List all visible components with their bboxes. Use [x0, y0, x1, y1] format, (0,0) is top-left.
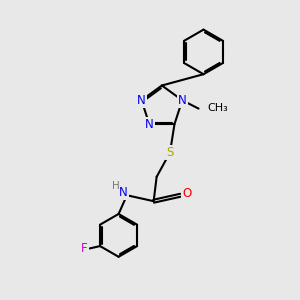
Text: O: O: [182, 187, 192, 200]
Text: S: S: [166, 146, 174, 159]
Text: N: N: [137, 94, 146, 107]
Text: F: F: [81, 242, 88, 255]
Text: CH₃: CH₃: [207, 103, 228, 113]
Text: N: N: [119, 186, 128, 199]
Text: N: N: [145, 118, 154, 131]
Text: N: N: [178, 94, 187, 107]
Text: H: H: [112, 181, 119, 191]
